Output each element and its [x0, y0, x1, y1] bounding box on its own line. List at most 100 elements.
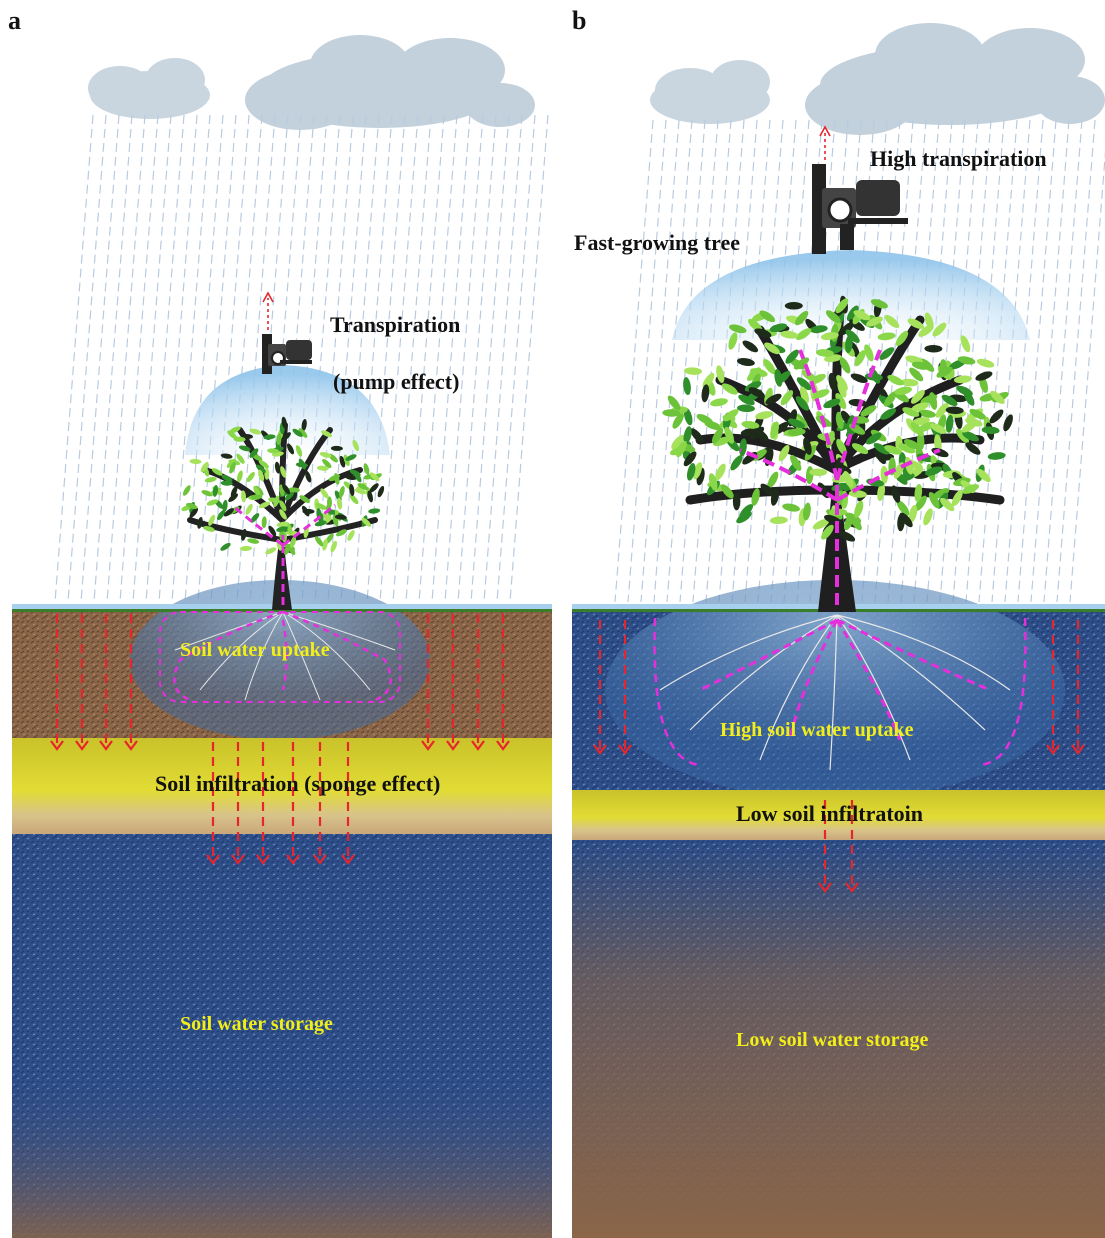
- leaf: [803, 437, 812, 455]
- leaf: [212, 484, 219, 497]
- leaf: [965, 442, 981, 455]
- leaf: [879, 347, 895, 360]
- deep-soil-gradient: [572, 840, 1105, 1238]
- canopy-dome: [185, 365, 390, 455]
- leaf: [352, 439, 360, 452]
- leaf: [287, 487, 300, 493]
- leaf: [217, 509, 226, 521]
- leaf: [767, 471, 779, 488]
- leaf: [220, 453, 233, 459]
- leaf: [790, 454, 802, 471]
- leaf: [316, 465, 329, 471]
- leaf: [870, 299, 888, 309]
- leaf: [228, 493, 238, 503]
- leaf: [715, 463, 726, 481]
- leaf: [910, 422, 924, 437]
- leaf: [812, 389, 830, 399]
- leaf: [764, 342, 780, 355]
- leaf: [989, 409, 1004, 424]
- arrow-head: [75, 740, 89, 751]
- leaf: [917, 421, 935, 433]
- label-soil-water-uptake: Soil water uptake: [180, 639, 330, 661]
- label-low-soil-water-storage: Low soil water storage: [736, 1029, 928, 1051]
- leaf: [874, 448, 886, 465]
- leaf: [823, 398, 841, 409]
- leaf: [189, 458, 202, 465]
- leaf: [328, 474, 340, 482]
- leaf: [233, 436, 246, 442]
- pump-icon: [262, 334, 312, 374]
- panel-letter-b: b: [572, 6, 587, 35]
- leaf: [261, 516, 267, 529]
- leaf: [274, 461, 281, 474]
- leaf: [683, 426, 692, 444]
- leaf: [932, 488, 950, 499]
- arrow-head: [50, 740, 64, 751]
- leaf: [258, 469, 265, 482]
- leaf: [880, 465, 889, 484]
- root-zone-wet: [605, 580, 1065, 800]
- leaf: [229, 462, 236, 474]
- leaf: [256, 464, 266, 474]
- panel-letter-a: a: [8, 6, 21, 35]
- leaf: [716, 365, 725, 384]
- leaf: [843, 513, 855, 531]
- leaf: [354, 488, 367, 495]
- leaf: [220, 542, 231, 551]
- leaf: [283, 543, 291, 555]
- leaf: [245, 503, 253, 515]
- leaf: [838, 531, 856, 542]
- leaf: [928, 491, 940, 509]
- leaf: [896, 500, 910, 516]
- leaf: [884, 314, 900, 329]
- leaf: [281, 432, 291, 442]
- leaf: [817, 482, 830, 499]
- leaf: [812, 519, 830, 530]
- leaf: [230, 486, 238, 498]
- leaf: [795, 396, 809, 411]
- leaf: [956, 428, 969, 444]
- leaf: [662, 409, 681, 417]
- leaf: [276, 521, 289, 527]
- leaf: [276, 433, 282, 446]
- cloud-icon: [650, 60, 770, 124]
- leaf: [782, 503, 800, 512]
- leaf: [865, 432, 882, 445]
- leaf: [945, 414, 954, 433]
- leaf: [918, 409, 936, 418]
- leaf: [845, 335, 853, 353]
- leaf: [835, 298, 849, 314]
- leaf: [962, 484, 980, 494]
- leaf: [962, 431, 979, 442]
- leaf: [884, 445, 902, 455]
- arrow-head: [1046, 744, 1060, 755]
- leaf: [206, 499, 219, 506]
- arrow-head: [446, 740, 460, 751]
- leaf: [835, 393, 847, 410]
- leaf: [683, 451, 697, 467]
- leaf: [671, 434, 685, 450]
- leaf: [887, 375, 904, 386]
- leaf: [281, 416, 287, 429]
- leaf: [279, 500, 287, 512]
- leaf: [780, 330, 799, 339]
- leaf: [708, 473, 718, 491]
- leaf: [765, 393, 782, 405]
- root-zone-wet: [130, 580, 430, 740]
- leaf: [759, 310, 776, 323]
- uptake-zone-outline: [159, 611, 401, 703]
- leaf: [203, 525, 215, 532]
- arrow-head: [845, 882, 859, 893]
- leaf: [1003, 414, 1013, 432]
- leaf: [710, 398, 728, 407]
- leaf: [299, 495, 310, 503]
- leaf: [237, 470, 243, 483]
- leaf: [796, 377, 812, 391]
- leaf: [854, 500, 864, 518]
- leaf: [349, 469, 361, 477]
- leaf: [945, 406, 964, 415]
- leaf: [347, 530, 355, 541]
- leaf: [877, 332, 896, 341]
- leaf: [321, 430, 333, 438]
